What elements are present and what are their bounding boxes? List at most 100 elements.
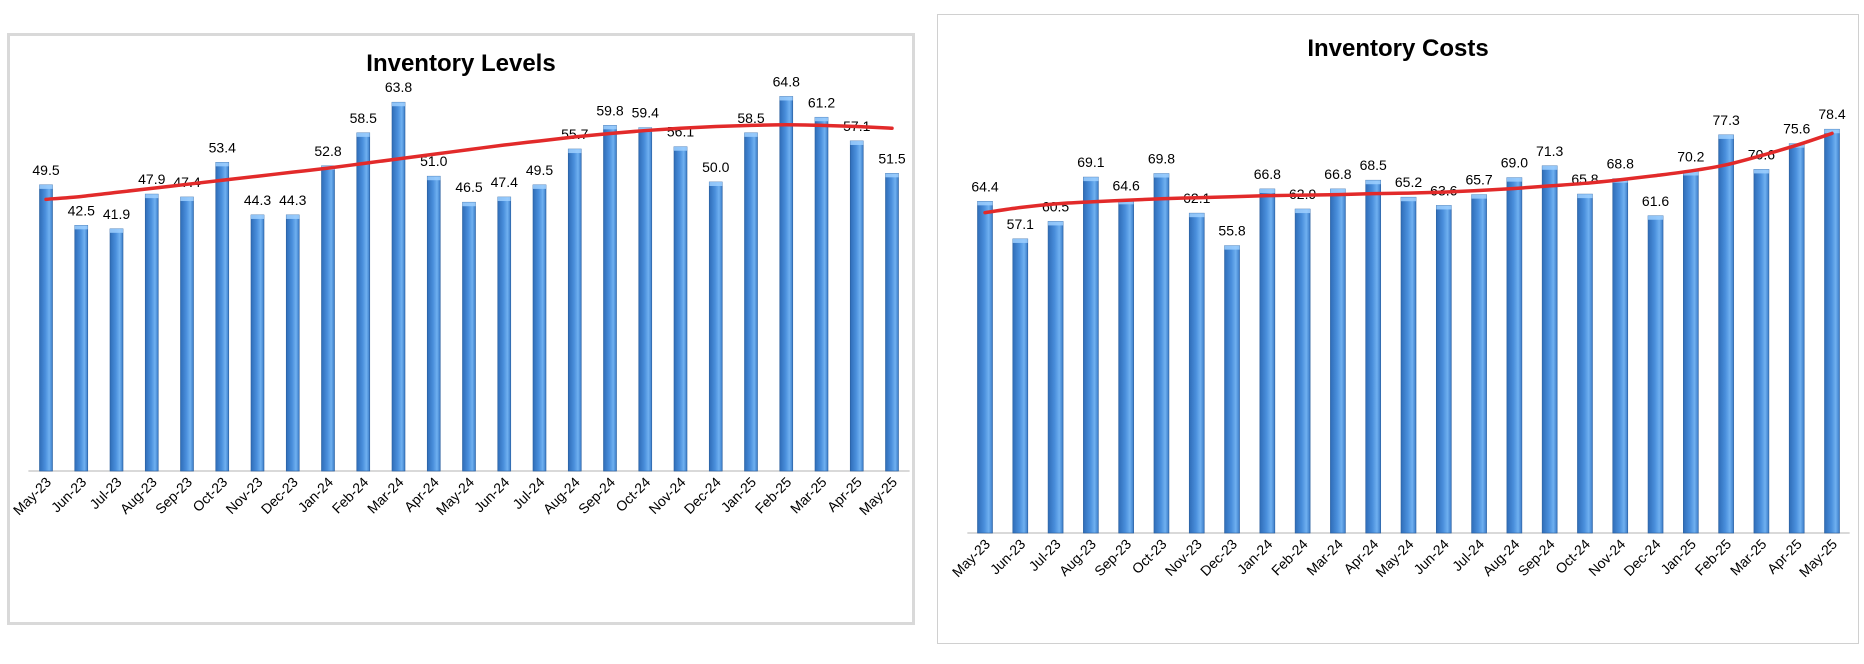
data-label: 59.8 — [596, 102, 623, 118]
bar-feb-25 — [1718, 134, 1734, 534]
x-tick-label: Feb-24 — [1268, 536, 1311, 579]
x-tick-label: Jun-23 — [987, 536, 1029, 578]
bar-jul-24 — [1471, 194, 1487, 534]
bar-cap — [1824, 129, 1840, 134]
inventory-levels-chart: Inventory Levels 49.5 May-23 42.5 Jun-23 41.… — [7, 33, 915, 625]
bar-cap — [709, 182, 723, 186]
bar-cap — [533, 184, 546, 189]
bar-may-25 — [1824, 128, 1840, 534]
bar-dec-24 — [1647, 215, 1664, 534]
bar-cap — [674, 146, 687, 151]
x-tick-label: Nov-23 — [222, 474, 265, 517]
bar-jun-23 — [74, 225, 89, 472]
bar-oct-24 — [1577, 193, 1593, 534]
bar-cap — [110, 228, 123, 233]
inventory-levels-plot: 49.5May-2342.5Jun-2341.9Jul-2347.9Aug-23… — [10, 73, 910, 518]
x-tick-label: Sep-23 — [1091, 536, 1134, 579]
bar-mar-25 — [814, 116, 829, 472]
data-label: 49.5 — [526, 162, 553, 178]
bar-jul-23 — [109, 228, 124, 472]
data-label: 58.5 — [737, 110, 764, 126]
chart-title: Inventory Levels — [366, 50, 556, 77]
bar-jun-23 — [1012, 238, 1029, 534]
x-tick-label: May-25 — [1796, 536, 1840, 580]
x-tick-label: Feb-25 — [752, 474, 795, 517]
data-label: 69.0 — [1501, 155, 1528, 171]
bar-cap — [1506, 177, 1522, 182]
data-label: 47.9 — [138, 171, 165, 187]
data-label: 70.2 — [1677, 148, 1704, 164]
bar-apr-24 — [1365, 179, 1382, 534]
data-label: 69.1 — [1077, 154, 1104, 170]
data-label: 64.6 — [1113, 177, 1140, 193]
bar-cap — [356, 132, 370, 137]
bar-cap — [215, 162, 229, 167]
data-label: 61.6 — [1642, 193, 1669, 209]
bar-cap — [145, 194, 159, 199]
data-label: 49.5 — [32, 162, 59, 178]
bar-jan-25 — [744, 132, 758, 472]
data-label: 77.3 — [1713, 112, 1740, 128]
data-label: 55.8 — [1218, 223, 1245, 239]
data-label: 42.5 — [68, 202, 95, 218]
bar-dec-23 — [1224, 245, 1240, 534]
data-label: 44.3 — [244, 192, 271, 208]
data-label: 41.9 — [103, 206, 130, 222]
bar-dec-23 — [285, 214, 300, 472]
x-tick-label: Mar-24 — [364, 474, 407, 517]
bar-cap — [1648, 215, 1664, 220]
x-tick-label: Jan-24 — [295, 474, 337, 516]
inventory-costs-chart: Inventory Costs 64.4 May-23 57.1 Jun-23 60.5… — [937, 14, 1859, 644]
bar-jun-24 — [497, 196, 512, 472]
bar-apr-24 — [426, 175, 441, 472]
data-label: 75.6 — [1783, 121, 1810, 137]
bar-jul-23 — [1047, 221, 1064, 534]
bar-cap — [1718, 134, 1734, 139]
x-tick-label: Nov-24 — [1585, 536, 1628, 579]
data-label: 64.8 — [773, 73, 800, 89]
inventory-costs-plot: 64.4May-2357.1Jun-2360.5Jul-2369.1Aug-23… — [949, 106, 1850, 580]
bar-nov-24 — [1612, 178, 1629, 534]
bar-cap — [1224, 245, 1240, 250]
bar-cap — [1542, 165, 1558, 170]
data-label: 51.0 — [420, 153, 447, 169]
bar-cap — [1259, 188, 1275, 193]
x-tick-label: Jun-24 — [1410, 536, 1452, 578]
bar-sep-24 — [1541, 165, 1558, 534]
bar-oct-24 — [638, 127, 653, 472]
bar-cap — [1436, 205, 1452, 210]
bar-jun-24 — [1435, 205, 1452, 534]
bar-jan-25 — [1683, 171, 1699, 534]
x-tick-label: Jun-23 — [48, 474, 90, 516]
bar-cap — [815, 117, 828, 122]
data-label: 51.5 — [878, 150, 905, 166]
bar-feb-25 — [779, 96, 794, 472]
bar-oct-23 — [215, 162, 230, 472]
x-tick-label: Sep-24 — [1515, 536, 1558, 579]
trendline — [44, 123, 894, 202]
bar-may-23 — [977, 201, 993, 534]
data-label: 44.3 — [279, 192, 306, 208]
x-tick-label: Jan-25 — [1657, 536, 1699, 578]
x-tick-label: Aug-23 — [1056, 536, 1099, 579]
bar-cap — [180, 197, 194, 202]
x-tick-label: May-24 — [1372, 536, 1416, 580]
x-tick-label: Dec-24 — [1620, 536, 1663, 579]
x-tick-label: Nov-23 — [1162, 536, 1205, 579]
x-tick-label: Sep-23 — [152, 474, 195, 517]
bar-cap — [744, 132, 758, 137]
bar-may-25 — [885, 173, 899, 472]
bar-cap — [462, 202, 476, 207]
bar-cap — [1753, 169, 1769, 174]
x-tick-label: Jan-25 — [718, 474, 760, 516]
data-label: 59.4 — [632, 105, 659, 121]
data-label: 66.8 — [1324, 166, 1351, 182]
bar-cap — [497, 197, 511, 202]
bar-feb-24 — [1294, 208, 1311, 534]
bar-sep-24 — [603, 125, 617, 472]
x-tick-label: Jun-24 — [471, 474, 513, 516]
data-label: 78.4 — [1818, 106, 1845, 122]
data-label: 61.2 — [808, 94, 835, 110]
bar-cap — [392, 102, 405, 107]
x-tick-label: Dec-23 — [258, 474, 301, 517]
